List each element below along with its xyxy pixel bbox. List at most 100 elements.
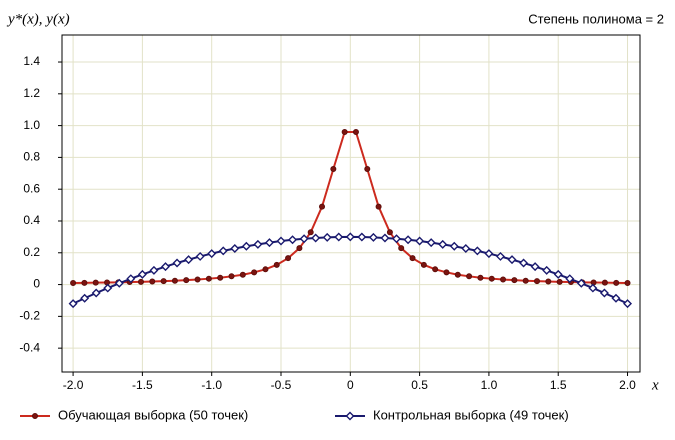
data-point (443, 269, 450, 276)
data-point (218, 246, 228, 256)
data-point (522, 277, 529, 284)
data-point (330, 166, 337, 173)
y-tick-label: 0.2 (23, 245, 40, 259)
x-tick-label: -0.5 (271, 378, 292, 392)
data-point (103, 283, 113, 293)
data-point (556, 278, 563, 285)
plot-frame (61, 34, 641, 373)
data-point (545, 278, 552, 285)
data-point (149, 278, 156, 285)
data-point (375, 203, 382, 210)
data-point (341, 128, 348, 135)
data-point (398, 245, 405, 252)
data-point (322, 232, 332, 242)
data-point (126, 274, 136, 284)
data-point (183, 277, 190, 284)
data-point (92, 279, 99, 286)
data-point (449, 241, 459, 251)
x-tick-label: 2.0 (619, 378, 636, 392)
data-point (495, 251, 505, 261)
legend-label: Обучающая выборка (50 точек) (58, 407, 248, 422)
data-point (137, 269, 147, 279)
y-tick-label: 0 (33, 277, 40, 291)
data-point (409, 255, 416, 262)
data-point (392, 234, 401, 244)
data-point (426, 238, 436, 248)
data-point (511, 277, 518, 284)
data-point (488, 275, 495, 282)
data-point (171, 277, 178, 284)
data-point (307, 229, 314, 236)
y-tick-label: 0.4 (23, 213, 40, 227)
data-point (519, 258, 529, 268)
y-tick-label: 1.0 (23, 118, 40, 132)
data-point (576, 278, 586, 288)
data-point (262, 266, 269, 273)
y-tick-label: -0.2 (19, 309, 40, 323)
data-point (70, 279, 77, 286)
data-point (477, 274, 484, 281)
data-point (285, 255, 292, 262)
data-point (217, 274, 224, 281)
data-point (161, 262, 170, 272)
data-point (172, 258, 182, 268)
data-point (207, 249, 217, 259)
data-point (357, 232, 367, 242)
data-point (311, 233, 321, 243)
data-point (507, 255, 517, 265)
legend-marker (345, 411, 355, 421)
y-tick-label: 1.2 (23, 86, 40, 100)
data-point (533, 278, 540, 285)
data-point (415, 236, 425, 246)
data-point (438, 239, 448, 249)
data-point (484, 249, 494, 259)
data-point (500, 276, 507, 283)
y-tick-label: 1.4 (23, 54, 40, 68)
data-point (194, 276, 201, 283)
data-point (432, 266, 439, 273)
y-axis-label: y*(x), y(x) (6, 11, 70, 27)
data-point (461, 243, 471, 253)
data-point (91, 288, 101, 298)
x-tick-label: -2.0 (63, 378, 84, 392)
data-point (530, 262, 540, 272)
data-point (264, 238, 274, 248)
data-point (80, 293, 90, 303)
data-point (160, 278, 167, 285)
data-point (273, 261, 280, 268)
y-tick-label: -0.4 (19, 340, 40, 354)
x-tick-label: -1.0 (201, 378, 222, 392)
data-point (613, 279, 620, 286)
data-point (230, 243, 240, 253)
data-point (624, 279, 631, 286)
plot-area (62, 35, 640, 372)
data-point (380, 233, 390, 243)
data-point (137, 278, 144, 285)
data-point (352, 128, 359, 135)
x-tick-label: -1.5 (132, 378, 153, 392)
data-point (149, 265, 159, 275)
x-tick-label: 0 (347, 378, 354, 392)
data-point (205, 275, 212, 282)
data-point (466, 273, 473, 280)
data-point (319, 203, 326, 210)
annotation: Степень полинома = 2 (528, 11, 664, 26)
data-point (454, 271, 461, 278)
x-axis-label: x (651, 377, 659, 393)
data-point (299, 234, 309, 244)
y-tick-label: 0.6 (23, 181, 40, 195)
data-point (420, 261, 427, 268)
data-point (114, 278, 124, 288)
data-point (368, 232, 378, 242)
data-point (251, 269, 258, 276)
data-point (599, 288, 609, 298)
data-point (345, 232, 355, 242)
data-point (601, 279, 608, 286)
legend-label: Контрольная выборка (49 точек) (373, 407, 569, 422)
y-tick-label: 0.8 (23, 150, 40, 164)
x-tick-label: 1.5 (550, 378, 567, 392)
data-point (334, 232, 344, 242)
data-point (364, 166, 371, 173)
x-tick-label: 0.5 (411, 378, 428, 392)
